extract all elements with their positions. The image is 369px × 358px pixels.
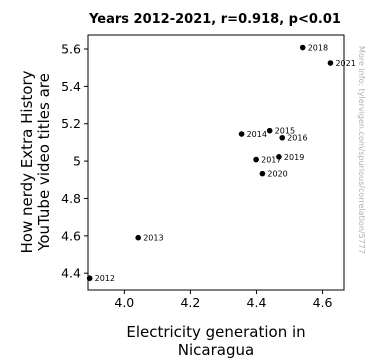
data-point bbox=[87, 275, 93, 281]
y-axis-ticks: 4.4 4.6 4.8 5 5.2 5.4 5.6 bbox=[61, 42, 88, 281]
x-axis-label-line1: Electricity generation in bbox=[126, 323, 305, 341]
data-point-label: 2014 bbox=[247, 130, 267, 139]
data-point bbox=[328, 60, 334, 66]
y-tick-label: 4.4 bbox=[61, 266, 81, 281]
x-tick-label: 4.2 bbox=[180, 295, 200, 310]
data-point-label: 2013 bbox=[143, 234, 163, 243]
data-point bbox=[300, 45, 306, 51]
x-axis-label-line2: Nicaragua bbox=[178, 341, 254, 358]
data-point-label: 2012 bbox=[95, 274, 115, 283]
y-tick-label: 5 bbox=[73, 154, 81, 169]
plot-area bbox=[88, 35, 344, 290]
data-point-label: 2019 bbox=[284, 153, 304, 162]
data-point bbox=[267, 128, 273, 134]
data-point bbox=[276, 154, 282, 160]
y-tick-label: 5.4 bbox=[61, 79, 81, 94]
x-tick-label: 4.0 bbox=[114, 295, 134, 310]
data-point bbox=[135, 235, 141, 241]
data-point-label: 2018 bbox=[308, 44, 328, 53]
chart-title: Years 2012-2021, r=0.918, p<0.01 bbox=[88, 12, 341, 27]
data-point-label: 2020 bbox=[267, 170, 287, 179]
y-tick-label: 4.6 bbox=[61, 228, 81, 243]
y-tick-label: 5.2 bbox=[61, 116, 81, 131]
y-axis-label-line2: YouTube video titles are bbox=[35, 73, 53, 252]
plot-frame bbox=[88, 35, 344, 290]
y-tick-label: 5.6 bbox=[61, 42, 81, 57]
data-point bbox=[239, 131, 245, 137]
data-point bbox=[253, 157, 259, 163]
data-point bbox=[279, 135, 285, 141]
x-tick-label: 4.4 bbox=[247, 295, 267, 310]
x-tick-label: 4.6 bbox=[313, 295, 333, 310]
data-point bbox=[260, 171, 266, 177]
data-point-label: 2021 bbox=[335, 59, 355, 68]
x-axis-ticks: 4.0 4.2 4.4 4.6 bbox=[114, 290, 332, 310]
watermark-text: More info: tylervigen.com/spurious/corre… bbox=[357, 46, 366, 254]
y-tick-label: 4.8 bbox=[61, 191, 81, 206]
data-point-label: 2016 bbox=[287, 134, 307, 143]
y-axis-label-line1: How nerdy Extra History bbox=[18, 70, 36, 253]
